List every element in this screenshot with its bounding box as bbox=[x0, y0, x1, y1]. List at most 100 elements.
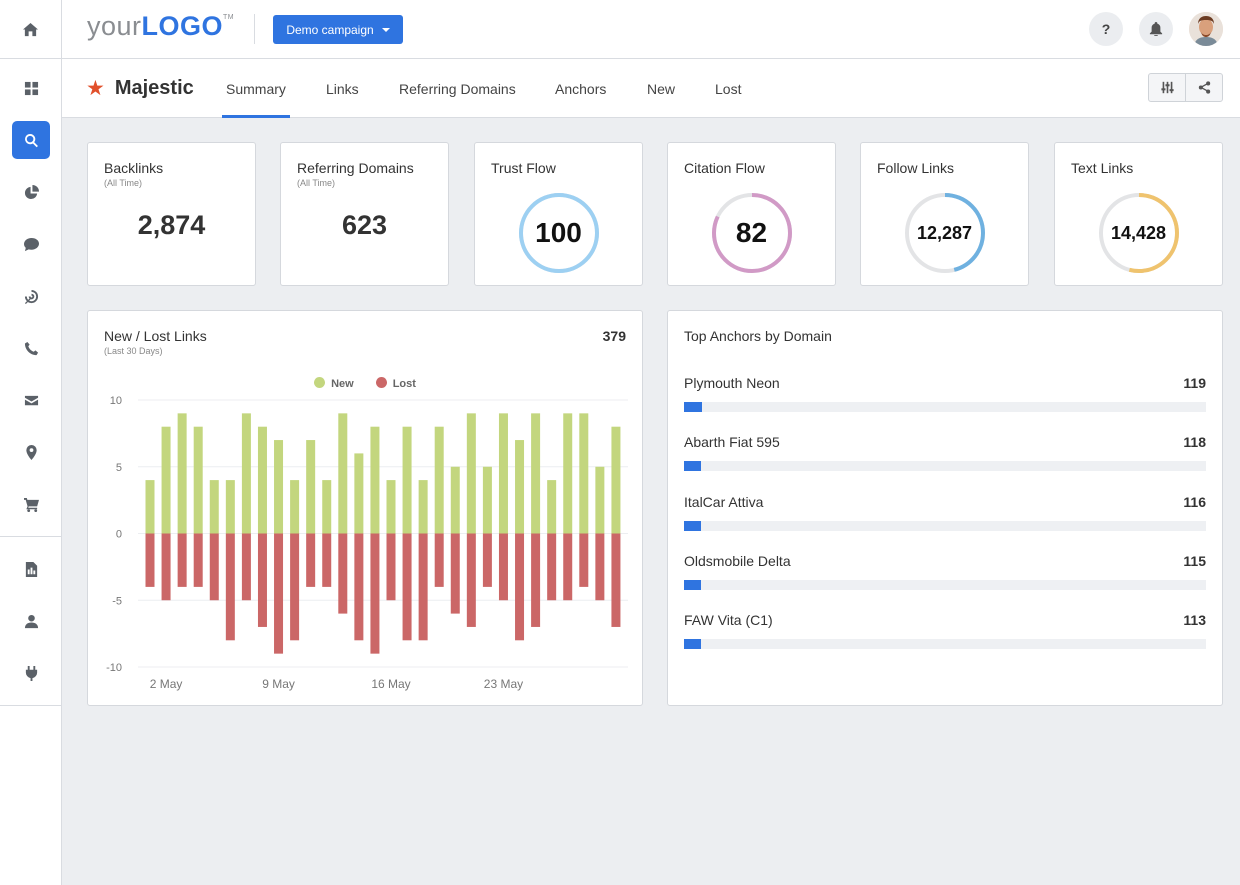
new-bar[interactable] bbox=[161, 426, 171, 534]
lost-bar[interactable] bbox=[209, 533, 219, 601]
new-bar[interactable] bbox=[563, 413, 573, 534]
lost-bar[interactable] bbox=[257, 533, 267, 627]
new-bar[interactable] bbox=[306, 440, 316, 534]
new-bar[interactable] bbox=[547, 480, 557, 534]
lost-bar[interactable] bbox=[595, 533, 605, 601]
sidebar-item-local[interactable] bbox=[0, 426, 62, 478]
sidebar bbox=[0, 0, 62, 885]
logo[interactable]: yourLOGOTM bbox=[87, 11, 235, 41]
new-bar[interactable] bbox=[145, 480, 155, 534]
new-bar[interactable] bbox=[515, 440, 525, 534]
new-bar[interactable] bbox=[354, 453, 364, 534]
sidebar-item-users[interactable] bbox=[0, 595, 62, 647]
new-bar[interactable] bbox=[611, 426, 621, 534]
new-bar[interactable] bbox=[434, 426, 444, 534]
anchor-bar-fill bbox=[684, 402, 702, 412]
lost-bar[interactable] bbox=[498, 533, 508, 601]
lost-bar[interactable] bbox=[466, 533, 476, 627]
sidebar-item-ecommerce[interactable] bbox=[0, 478, 62, 530]
lost-bar[interactable] bbox=[274, 533, 284, 654]
lost-bar[interactable] bbox=[322, 533, 332, 587]
new-bar[interactable] bbox=[257, 426, 267, 534]
sidebar-item-targeting[interactable] bbox=[0, 270, 62, 322]
tab-summary[interactable]: Summary bbox=[222, 59, 290, 118]
new-bar[interactable] bbox=[450, 466, 460, 534]
sidebar-item-search[interactable] bbox=[0, 114, 62, 166]
sidebar-item-reports[interactable] bbox=[0, 543, 62, 595]
sliders-icon bbox=[1160, 81, 1174, 94]
avatar[interactable] bbox=[1189, 12, 1223, 46]
new-bar[interactable] bbox=[322, 480, 332, 534]
lost-bar[interactable] bbox=[434, 533, 444, 587]
lost-bar[interactable] bbox=[145, 533, 155, 587]
sidebar-item-analytics[interactable] bbox=[0, 166, 62, 218]
lost-bar[interactable] bbox=[225, 533, 235, 641]
sidebar-item-calls[interactable] bbox=[0, 322, 62, 374]
new-bar[interactable] bbox=[595, 466, 605, 534]
lost-bar[interactable] bbox=[386, 533, 396, 601]
lost-bar[interactable] bbox=[306, 533, 316, 587]
lost-bar[interactable] bbox=[241, 533, 251, 601]
tab-anchors[interactable]: Anchors bbox=[555, 80, 607, 97]
campaign-dropdown[interactable]: Demo campaign bbox=[273, 15, 403, 44]
top-bar: yourLOGOTM Demo campaign ? bbox=[62, 0, 1240, 59]
lost-bar[interactable] bbox=[338, 533, 348, 614]
new-bar[interactable] bbox=[370, 426, 380, 534]
new-bar[interactable] bbox=[579, 413, 589, 534]
settings-button[interactable] bbox=[1149, 74, 1185, 101]
tab-lost[interactable]: Lost bbox=[715, 80, 742, 97]
new-bar[interactable] bbox=[225, 480, 235, 534]
card-title: Referring Domains bbox=[297, 160, 414, 176]
lost-bar[interactable] bbox=[290, 533, 300, 641]
new-lost-bar-chart: 10 5 0 -5 -10 2 May 9 May 16 May 23 May bbox=[106, 395, 628, 691]
y-tick-label: -10 bbox=[106, 662, 122, 674]
new-bar[interactable] bbox=[241, 413, 251, 534]
plug-icon bbox=[25, 665, 37, 681]
tab-referring-domains[interactable]: Referring Domains bbox=[399, 80, 516, 97]
lost-bar[interactable] bbox=[515, 533, 525, 641]
new-bar[interactable] bbox=[482, 466, 492, 534]
sidebar-item-home[interactable] bbox=[0, 0, 61, 59]
lost-bar[interactable] bbox=[579, 533, 589, 587]
toolbar bbox=[1148, 73, 1223, 102]
new-bar[interactable] bbox=[498, 413, 508, 534]
new-bar[interactable] bbox=[402, 426, 412, 534]
help-button[interactable]: ? bbox=[1089, 12, 1123, 46]
new-bar[interactable] bbox=[466, 413, 476, 534]
new-bar[interactable] bbox=[531, 413, 541, 534]
lost-bar[interactable] bbox=[370, 533, 380, 654]
sidebar-item-dashboard[interactable] bbox=[0, 62, 62, 114]
lost-bar[interactable] bbox=[611, 533, 621, 627]
lost-bar[interactable] bbox=[531, 533, 541, 627]
new-bar[interactable] bbox=[418, 480, 428, 534]
tab-new[interactable]: New bbox=[647, 80, 676, 97]
lost-bar[interactable] bbox=[161, 533, 171, 601]
new-bar[interactable] bbox=[177, 413, 187, 534]
new-bar[interactable] bbox=[290, 480, 300, 534]
new-bar[interactable] bbox=[209, 480, 219, 534]
tab-links[interactable]: Links bbox=[326, 80, 359, 97]
lost-bar[interactable] bbox=[193, 533, 203, 587]
anchor-bar-track bbox=[684, 639, 1206, 649]
sidebar-item-integrations[interactable] bbox=[0, 647, 62, 699]
new-bar[interactable] bbox=[386, 480, 396, 534]
lost-bar[interactable] bbox=[354, 533, 364, 641]
lost-bar[interactable] bbox=[177, 533, 187, 587]
lost-bar[interactable] bbox=[418, 533, 428, 641]
lost-bar[interactable] bbox=[402, 533, 412, 641]
lost-bar[interactable] bbox=[450, 533, 460, 614]
sidebar-item-chat[interactable] bbox=[0, 218, 62, 270]
new-bar[interactable] bbox=[274, 440, 284, 534]
legend-item-lost[interactable]: Lost bbox=[375, 377, 416, 390]
lost-bar[interactable] bbox=[482, 533, 492, 587]
share-button[interactable] bbox=[1185, 74, 1222, 101]
x-tick-label: 2 May bbox=[150, 677, 183, 691]
lost-bar[interactable] bbox=[547, 533, 557, 601]
lost-bar[interactable] bbox=[563, 533, 573, 601]
x-tick-label: 23 May bbox=[484, 677, 523, 691]
notifications-button[interactable] bbox=[1139, 12, 1173, 46]
legend-item-new[interactable]: New bbox=[314, 377, 354, 390]
new-bar[interactable] bbox=[338, 413, 348, 534]
new-bar[interactable] bbox=[193, 426, 203, 534]
sidebar-item-email[interactable] bbox=[0, 374, 62, 426]
